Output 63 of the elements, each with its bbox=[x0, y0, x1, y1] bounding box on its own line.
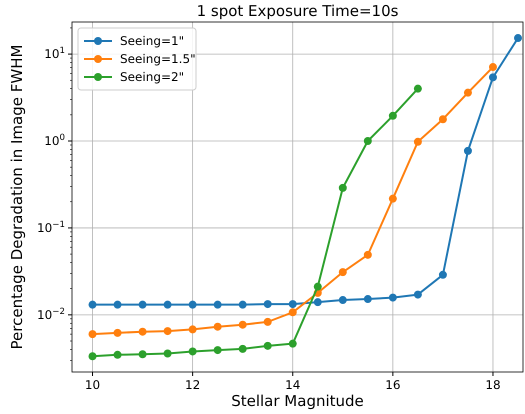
point bbox=[138, 300, 147, 309]
point bbox=[464, 88, 472, 97]
point bbox=[438, 115, 447, 124]
point bbox=[414, 84, 422, 93]
point bbox=[114, 350, 122, 359]
point bbox=[164, 327, 172, 336]
point bbox=[314, 282, 322, 291]
x-tick-label: 14 bbox=[285, 378, 300, 392]
point bbox=[88, 352, 97, 360]
point bbox=[138, 328, 147, 336]
legend-label: Seeing=1" bbox=[120, 34, 184, 48]
point bbox=[214, 346, 222, 354]
x-tick-label: 10 bbox=[84, 378, 100, 392]
point bbox=[338, 184, 347, 192]
point bbox=[414, 290, 422, 299]
point bbox=[114, 328, 122, 337]
point bbox=[188, 347, 197, 356]
point bbox=[388, 112, 397, 120]
point bbox=[338, 296, 347, 304]
point bbox=[388, 194, 397, 203]
point bbox=[264, 300, 272, 308]
point bbox=[188, 300, 197, 309]
y-axis-title: Percentage Degradation in Image FWHM bbox=[8, 44, 26, 350]
y-tick-label: 10$^{−1}$ bbox=[37, 220, 65, 235]
x-tick-label: 16 bbox=[385, 378, 400, 392]
point bbox=[364, 137, 372, 146]
point bbox=[238, 320, 247, 329]
y-tick-label: 10$^{−2}$ bbox=[37, 306, 65, 322]
point bbox=[288, 340, 297, 348]
point bbox=[114, 300, 122, 309]
x-axis-title: Stellar Magnitude bbox=[231, 392, 364, 410]
point bbox=[414, 138, 422, 146]
point bbox=[164, 350, 172, 358]
point bbox=[364, 295, 372, 304]
point bbox=[214, 322, 222, 331]
chart-title: 1 spot Exposure Time=10s bbox=[196, 2, 399, 20]
point bbox=[514, 34, 522, 42]
legend-label: Seeing=2" bbox=[120, 70, 184, 84]
point bbox=[238, 344, 247, 353]
point bbox=[288, 308, 297, 316]
point bbox=[488, 73, 497, 82]
point bbox=[238, 300, 247, 309]
point bbox=[264, 342, 272, 350]
point bbox=[214, 300, 222, 309]
point bbox=[388, 294, 397, 302]
x-tick-label: 18 bbox=[485, 378, 501, 392]
y-tick-label: 10$^{1}$ bbox=[44, 46, 65, 62]
point bbox=[488, 63, 497, 72]
legend-label: Seeing=1.5" bbox=[120, 52, 196, 66]
point bbox=[264, 318, 272, 326]
point bbox=[88, 330, 97, 338]
point bbox=[364, 250, 372, 259]
x-tick-label: 12 bbox=[184, 378, 200, 392]
y-tick-label: 10$^{0}$ bbox=[44, 133, 65, 148]
point bbox=[338, 268, 347, 276]
point bbox=[314, 298, 322, 306]
point bbox=[88, 300, 97, 309]
point bbox=[464, 146, 472, 155]
point bbox=[164, 300, 172, 309]
point bbox=[438, 270, 447, 279]
point bbox=[138, 350, 147, 358]
point bbox=[288, 300, 297, 308]
point bbox=[188, 325, 197, 334]
